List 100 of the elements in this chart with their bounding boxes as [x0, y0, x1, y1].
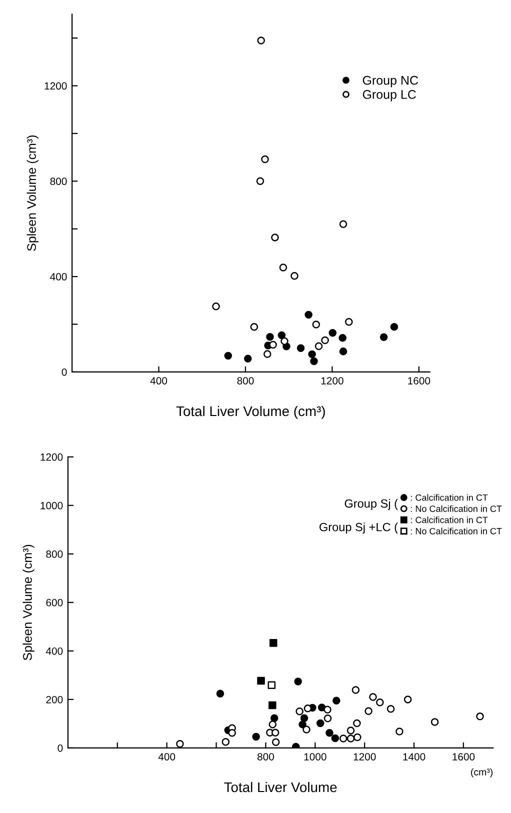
point [339, 348, 348, 356]
point [263, 350, 272, 358]
point [346, 726, 355, 734]
legend-label: : Calcification in CT [411, 494, 488, 501]
point [331, 734, 340, 742]
point [300, 714, 308, 722]
point [314, 342, 323, 350]
x-tick-label: 1000 [304, 753, 326, 760]
point [338, 334, 346, 342]
point [280, 337, 288, 346]
y-tick-label: 1000 [40, 502, 63, 510]
y-tick-label: 800 [50, 178, 67, 186]
point [268, 701, 276, 710]
y-tick-label: 400 [50, 273, 67, 280]
y-tick-label: 1200 [44, 82, 67, 90]
point [224, 352, 232, 360]
y-axis-title: Spleen Volume (cm³) [22, 544, 34, 660]
point [396, 728, 404, 736]
point [271, 234, 279, 242]
point [222, 738, 230, 746]
x-tick-label: 1200 [354, 753, 376, 760]
point [250, 322, 258, 331]
point [476, 712, 484, 720]
point [326, 729, 334, 737]
point [312, 320, 320, 328]
point [261, 155, 269, 164]
point [216, 690, 224, 698]
x-tick-label: 1200 [321, 377, 344, 384]
point [316, 719, 324, 728]
point [369, 693, 377, 701]
x-axis-title: Total Liver Volume (cm³) [176, 406, 325, 419]
x-tick-label: 800 [237, 377, 254, 384]
point [257, 36, 265, 44]
point [296, 707, 304, 716]
legend-label: : Calcification in CT [411, 516, 488, 524]
point [290, 272, 298, 280]
point [380, 333, 388, 342]
point [404, 696, 412, 704]
point [390, 322, 398, 331]
y-tick-label: 0 [58, 744, 63, 752]
point [353, 719, 361, 728]
y-tick-label: 200 [46, 696, 63, 704]
annotation: Group Sj +LC ( [320, 522, 398, 534]
point [345, 318, 353, 326]
y-tick-label: 600 [46, 598, 63, 606]
legend-label: : No Calcification in CT [411, 505, 502, 512]
y-tick-label: 400 [46, 647, 63, 655]
point [271, 728, 280, 737]
point [256, 177, 264, 186]
legend-label: : No Calcification in CT [411, 528, 502, 534]
x-tick-label: 1600 [408, 377, 430, 384]
x-axis-title: Total Liver Volume [224, 782, 337, 792]
legend-label: Group LC [362, 90, 416, 102]
point [339, 220, 348, 228]
point [324, 714, 332, 722]
point [228, 729, 236, 737]
point [386, 705, 395, 713]
point [310, 357, 318, 366]
point [308, 350, 316, 358]
point [244, 354, 252, 362]
point [294, 678, 302, 686]
point [266, 333, 274, 341]
x-tick-label: 1400 [403, 753, 426, 760]
x-tick-label: 400 [150, 377, 168, 384]
point [364, 707, 372, 715]
point [296, 344, 305, 352]
point [252, 732, 260, 741]
point [279, 264, 288, 272]
point [376, 698, 384, 706]
point [270, 714, 278, 722]
point [339, 734, 348, 742]
point [212, 302, 220, 310]
x-tick-label: 1600 [452, 753, 475, 760]
point [176, 740, 184, 748]
point [298, 720, 306, 728]
point [278, 331, 286, 340]
point [321, 336, 329, 344]
point [354, 733, 362, 742]
y-tick-label: 0 [62, 368, 67, 376]
x-tick-label: 400 [158, 753, 176, 760]
point [268, 720, 277, 728]
y-tick-label: 800 [46, 550, 63, 558]
text: (cm³) [471, 768, 493, 778]
point [324, 706, 332, 714]
point [328, 328, 337, 337]
point [269, 340, 277, 349]
point [302, 726, 310, 734]
point [272, 738, 280, 746]
point [257, 676, 265, 685]
legend-label: Group NC [362, 76, 418, 88]
point [346, 734, 355, 742]
point [304, 310, 312, 319]
point [352, 686, 360, 694]
point [318, 704, 326, 712]
x-tick-label: 800 [257, 753, 274, 760]
annotation: Group Sj ( [344, 499, 398, 510]
point [268, 681, 276, 690]
point [269, 639, 278, 647]
point [430, 718, 439, 726]
y-axis-title: Spleen Volume (cm³) [26, 136, 38, 251]
